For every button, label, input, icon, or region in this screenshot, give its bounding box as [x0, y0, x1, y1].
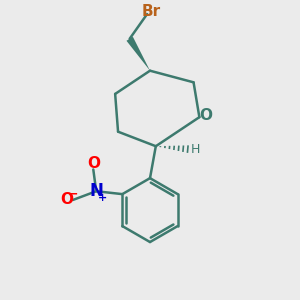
- Text: N: N: [89, 182, 103, 200]
- Text: O: O: [60, 192, 73, 207]
- Text: O: O: [87, 156, 100, 171]
- Text: +: +: [98, 193, 107, 202]
- Text: H: H: [191, 142, 201, 156]
- Polygon shape: [127, 37, 150, 71]
- Text: −: −: [68, 187, 78, 200]
- Text: Br: Br: [142, 4, 161, 19]
- Text: O: O: [199, 108, 212, 123]
